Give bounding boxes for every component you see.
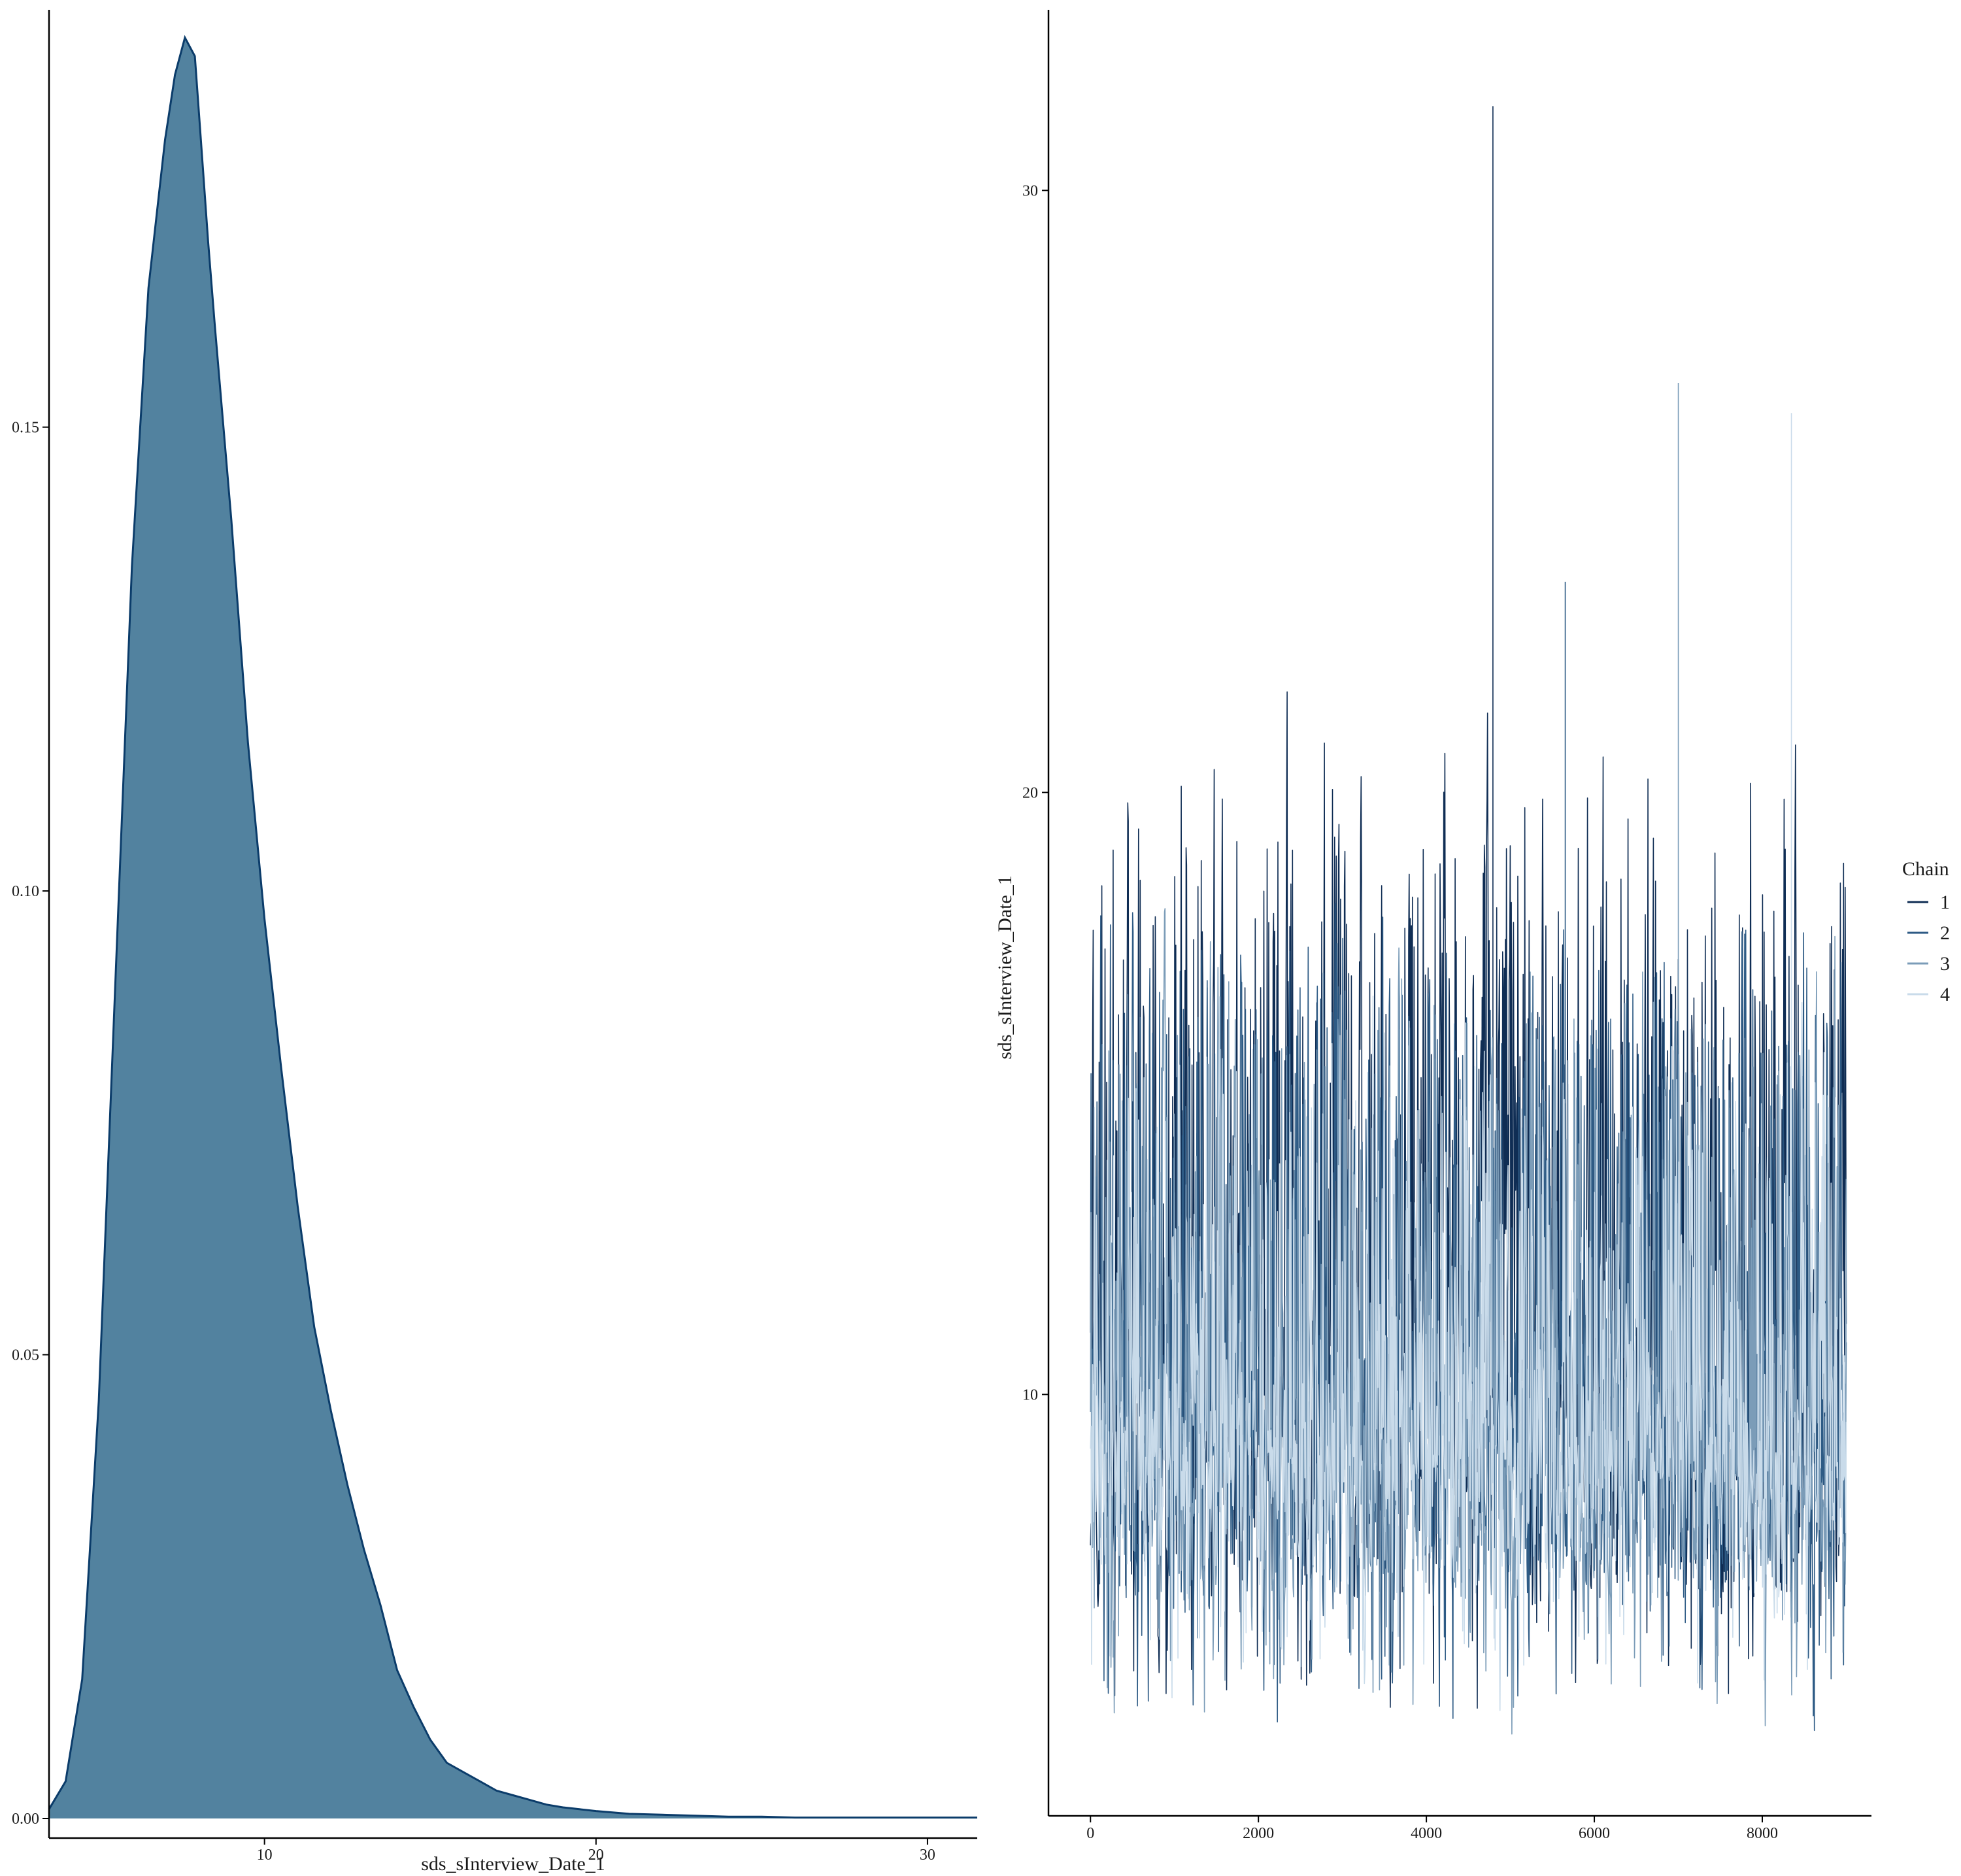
trace-x-tick-label: 2000 (1243, 1825, 1274, 1842)
trace-x-tick-label: 0 (1086, 1825, 1094, 1842)
trace-y-tick-label: 20 (1022, 784, 1038, 801)
legend-label-3: 3 (1940, 953, 1950, 975)
density-ticks: 10 20 30 0.00 0.05 0.10 0.15 (12, 420, 935, 1864)
trace-y-axis-title: sds_sInterview_Date_1 (994, 875, 1016, 1060)
trace-x-tick-label: 8000 (1747, 1825, 1778, 1842)
legend-label-1: 1 (1940, 892, 1950, 913)
legend-items: 1 2 3 4 (1907, 892, 1950, 1005)
density-area (49, 37, 977, 1818)
trace-y-tick-label: 30 (1022, 182, 1038, 199)
density-x-tick-label: 30 (920, 1847, 935, 1864)
trace-panel: 0 2000 4000 6000 8000 10 20 30 sds_sInterview_D… (994, 10, 1871, 1842)
chain-legend: Chain 1 2 3 4 (1902, 858, 1950, 1005)
legend-label-2: 2 (1940, 922, 1950, 944)
trace-ticks: 0 2000 4000 6000 8000 10 20 30 (1022, 182, 1778, 1842)
density-y-tick-label: 0.05 (12, 1347, 39, 1364)
trace-x-tick-label: 4000 (1411, 1825, 1442, 1842)
density-x-axis-title: sds_sInterview_Date_1 (421, 1853, 605, 1875)
density-plot-area (48, 35, 977, 1819)
density-y-tick-label: 0.15 (12, 420, 39, 437)
trace-chain-4 (1090, 996, 1847, 1711)
legend-label-4: 4 (1940, 984, 1950, 1005)
density-y-tick-label: 0.10 (12, 883, 39, 900)
trace-plot-area (1090, 106, 1847, 1735)
density-panel: 10 20 30 0.00 0.05 0.10 0.15 sds_sInterview_Da… (12, 10, 977, 1875)
density-curve (48, 35, 977, 1819)
trace-x-tick-label: 6000 (1579, 1825, 1610, 1842)
legend-title: Chain (1902, 858, 1949, 880)
density-x-tick-label: 20 (588, 1847, 604, 1864)
density-x-tick-label: 10 (257, 1847, 273, 1864)
density-y-tick-label: 0.00 (12, 1811, 39, 1828)
trace-y-tick-label: 10 (1022, 1386, 1038, 1403)
